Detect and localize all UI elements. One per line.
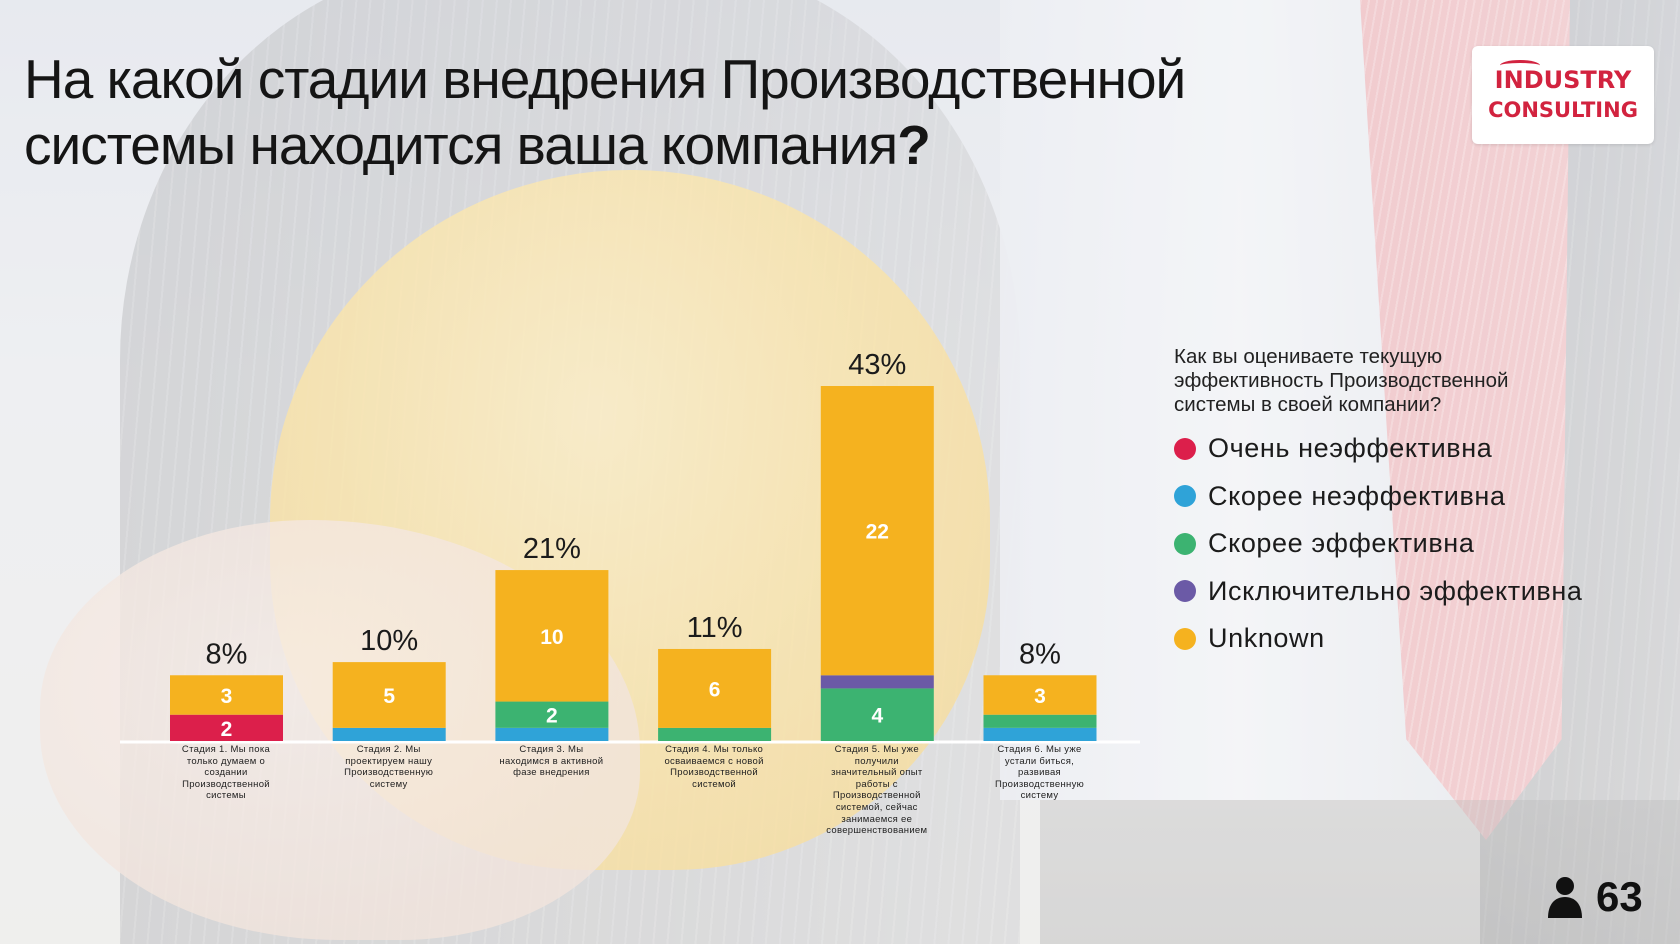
- bar-segment: [495, 727, 609, 741]
- bar-segment: [658, 648, 772, 728]
- industry-consulting-logo: INDUSTRY CONSULTING: [1472, 46, 1654, 144]
- legend-item-very-ineffective: Очень неэффективна: [1174, 425, 1654, 473]
- legend-dot-icon: [1174, 627, 1196, 650]
- bar-segment-label: 4: [871, 705, 883, 728]
- bar-segment-label: 5: [383, 685, 395, 708]
- bar-segment: [820, 675, 934, 689]
- bar-segment: [170, 675, 283, 715]
- bar-segment: [495, 570, 609, 702]
- bar-total-label: 8%: [1019, 638, 1061, 670]
- bar-total-label: 21%: [523, 533, 581, 565]
- logo-line-2: CONSULTING: [1488, 98, 1638, 122]
- bar-total-label: 8%: [206, 638, 248, 670]
- legend-label: Скорее эффективна: [1208, 528, 1475, 559]
- bar-segment: [495, 701, 609, 728]
- bar-segment: [820, 688, 934, 741]
- bar-total-label: 43%: [848, 349, 906, 381]
- bar-segment-label: 3: [221, 685, 233, 708]
- legend-label: Unknown: [1208, 623, 1325, 654]
- bar-segment: [658, 727, 772, 741]
- legend-label: Скорее неэффективна: [1208, 480, 1506, 511]
- legend-item-rather-effective: Скорее эффективна: [1174, 520, 1654, 568]
- person-icon: [1548, 877, 1582, 918]
- x-tick-label: Стадия 6. Мы уже устали биться, развивая…: [994, 744, 1085, 802]
- bar-segment: [820, 386, 934, 676]
- legend-item-exceptionally-effective: Исключительно эффективна: [1174, 568, 1654, 616]
- legend-dot-icon: [1174, 437, 1196, 460]
- title-line-1: На какой стадии внедрения Производственн…: [24, 48, 1186, 110]
- bar-segment-label: 2: [221, 718, 233, 741]
- x-tick-label: Стадия 4. Мы только осваиваемся с новой …: [664, 744, 764, 790]
- bar-segment: [983, 714, 1097, 728]
- respondents-count: 63: [1596, 873, 1643, 920]
- bar-segment-label: 2: [546, 705, 558, 728]
- respondents-counter: 63: [1546, 872, 1643, 922]
- page-title: На какой стадии внедрения Производственн…: [24, 46, 1374, 178]
- title-question-mark: ?: [897, 114, 931, 176]
- bar-segment-label: 22: [866, 521, 889, 544]
- x-tick-label: Стадия 1. Мы пока только думаем о создан…: [181, 744, 271, 802]
- legend-title: Как вы оцениваете текущую эффективность …: [1174, 345, 1509, 416]
- bar-segment: [170, 714, 283, 741]
- legend-dot-icon: [1174, 532, 1196, 555]
- legend-label: Исключительно эффективна: [1208, 575, 1583, 606]
- x-tick-label: Стадия 3. Мы находимся в активной фазе в…: [499, 744, 604, 779]
- legend-label: Очень неэффективна: [1208, 433, 1493, 464]
- chart-legend: Как вы оцениваете текущую эффективность …: [1174, 345, 1654, 663]
- title-line-2: системы находится ваша компания: [24, 114, 898, 176]
- bar-total-label: 11%: [687, 612, 743, 644]
- x-tick-label: Стадия 2. Мы проектируем нашу Производст…: [344, 744, 434, 790]
- x-tick-label: Стадия 5. Мы уже получили значительный о…: [826, 744, 928, 837]
- legend-item-rather-ineffective: Скорее неэффективна: [1174, 473, 1654, 521]
- logo-swoosh-icon: [1500, 60, 1540, 71]
- belt: [1040, 800, 1680, 944]
- legend-item-unknown: Unknown: [1174, 615, 1654, 663]
- bar-segment-label: 10: [540, 626, 563, 649]
- bar-segment: [332, 727, 446, 741]
- bar-segment-label: 6: [709, 678, 721, 701]
- bar-total-label: 10%: [360, 625, 418, 657]
- bar-segment: [332, 662, 446, 728]
- bar-segment: [983, 675, 1097, 715]
- legend-dot-icon: [1174, 580, 1196, 603]
- bar-segment: [983, 727, 1097, 741]
- legend-dot-icon: [1174, 485, 1196, 508]
- bar-segment-label: 3: [1034, 685, 1046, 708]
